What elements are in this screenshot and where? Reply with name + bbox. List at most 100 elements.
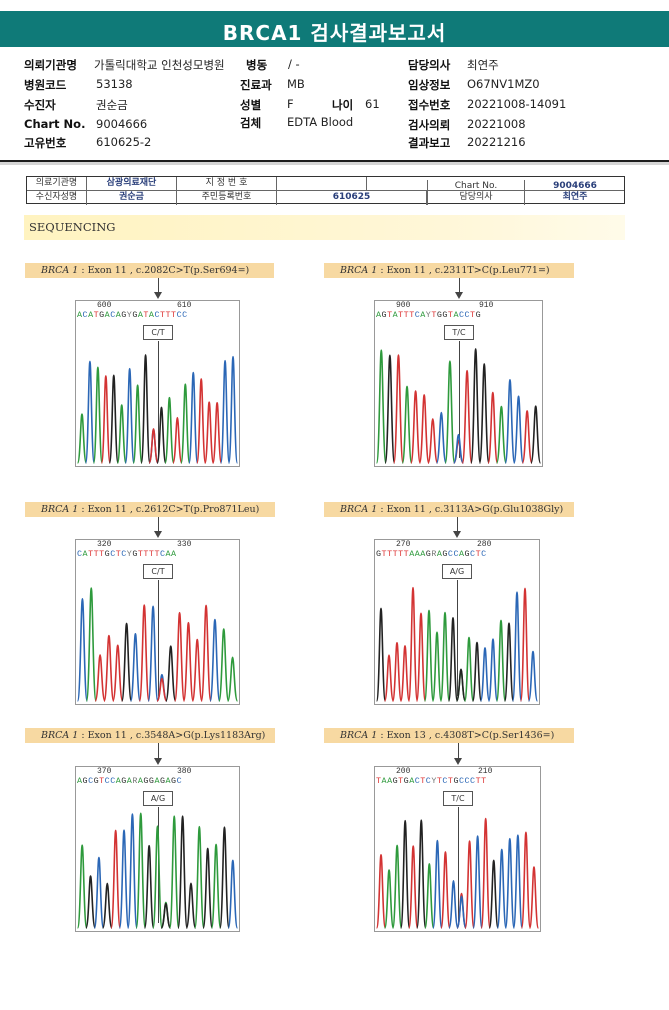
trace-peak <box>423 609 435 702</box>
trace-peak <box>448 880 459 929</box>
trace-peak <box>418 394 430 464</box>
trace-peak <box>464 840 475 929</box>
genotype-box: A/G <box>143 791 173 806</box>
form-doctor-label: 담당의사 <box>427 191 525 205</box>
gene-name: BRCA 1 <box>41 504 82 515</box>
trace-peak <box>219 359 231 464</box>
trace-peak <box>407 586 419 702</box>
position-label: 380 <box>177 767 192 776</box>
report-date-label: 결과보고 <box>408 136 451 150</box>
trace-peak <box>152 825 163 929</box>
trace-peak <box>129 633 142 702</box>
trace-peak <box>120 622 133 702</box>
position-label: 370 <box>97 767 112 776</box>
patient-label: 수진자 <box>24 98 56 112</box>
trace-peak <box>196 378 207 464</box>
trace-peak <box>118 829 130 929</box>
trace-peak <box>408 845 419 929</box>
trace-peak <box>375 854 387 929</box>
trace-peak <box>452 433 465 464</box>
base-calls: ACATGACAGYGATACTTTCC <box>77 310 188 320</box>
trace-peak <box>168 815 180 929</box>
ward-label: 병동 <box>246 58 268 72</box>
info-patient: 수진자 권순금 <box>24 97 204 112</box>
chart-no-label: Chart No. <box>24 117 86 131</box>
trace-peak <box>431 631 443 702</box>
trace-peak <box>432 839 443 929</box>
trace-peak <box>116 404 127 464</box>
gene-name: BRCA 1 <box>340 504 381 515</box>
trace-peak <box>164 396 175 464</box>
variant-description: : Exon 11 , c.2082C>T(p.Ser694=) <box>81 265 250 276</box>
info-ward: 병동 / - <box>246 57 376 72</box>
sequencing-title: SEQUENCING <box>29 220 116 234</box>
form-receiver-label: 수신자성명 <box>27 191 87 205</box>
variant-pointer-line <box>458 743 459 759</box>
trace-peak <box>375 607 387 702</box>
trace-peak <box>85 875 96 929</box>
specimen-value: EDTA Blood <box>287 115 354 129</box>
trace-peak <box>132 384 143 464</box>
trace-peak <box>172 416 183 464</box>
position-label: 270 <box>396 540 411 549</box>
form-inst-label: 의료기관명 <box>27 177 87 191</box>
trace-peak <box>173 611 186 702</box>
age-label: 나이 <box>332 98 354 112</box>
trace-peak <box>383 654 395 702</box>
variant-label: BRCA 1 : Exon 13 , c.4308T>C(p.Ser1436=) <box>324 728 574 743</box>
trace-peak <box>226 656 239 702</box>
base-calls: TAAGTGACTCYTCTGCCCTT <box>376 776 487 786</box>
trace-peak <box>520 831 532 929</box>
chromatogram-trace <box>76 354 239 464</box>
variant-marker-line <box>459 341 460 458</box>
trace-peak <box>427 418 439 464</box>
reception-label: 접수번호 <box>408 98 451 112</box>
trace-peak <box>218 628 230 702</box>
trace-peak <box>93 856 105 929</box>
genotype-box: T/C <box>444 325 474 340</box>
clinical-info-label: 임상정보 <box>408 78 451 92</box>
variant-description: : Exon 11 , c.2612C>T(p.Pro871Leu) <box>81 504 260 515</box>
trace-peak <box>521 410 533 464</box>
variant-description: : Exon 11 , c.2311T>C(p.Leu771=) <box>380 265 550 276</box>
ward-value: / - <box>288 57 300 71</box>
variant-description: : Exon 11 , c.3113A>G(p.Glu1038Gly) <box>380 504 564 515</box>
trace-peak <box>193 825 205 929</box>
genotype-box: C/T <box>143 325 173 340</box>
variant-pointer-arrow <box>154 292 162 299</box>
trace-peak <box>463 636 475 702</box>
trace-peak <box>143 844 155 929</box>
trace-peak <box>495 405 507 464</box>
chromatogram-trace <box>76 812 239 929</box>
trace-peak <box>383 869 395 929</box>
trace-peak <box>124 367 135 464</box>
position-label: 330 <box>177 540 192 549</box>
form-designation-label: 지 정 번 호 <box>177 177 277 191</box>
base-calls: AGTATTTCAYTGGTACCTG <box>376 310 482 320</box>
trace-peak <box>227 859 239 929</box>
trace-peak <box>504 379 516 464</box>
header-divider <box>0 160 669 162</box>
position-label: 320 <box>97 540 112 549</box>
trace-peak <box>488 859 499 929</box>
info-attending: 담당의사 최연주 <box>408 57 608 72</box>
attending-value: 최연주 <box>467 58 499 72</box>
trace-peak <box>416 819 427 929</box>
trace-peak <box>528 866 540 929</box>
form-designation-value <box>277 177 367 191</box>
info-age: 나이 61 <box>332 97 392 112</box>
info-reception: 접수번호 20221008-14091 <box>408 97 608 112</box>
trace-peak <box>191 638 203 702</box>
trace-peak <box>182 621 195 702</box>
trace-peak <box>478 363 490 464</box>
trace-peak <box>470 348 482 464</box>
trace-peak <box>424 863 435 929</box>
trace-peak <box>85 587 97 702</box>
requesting-institution-value: 가톨릭대학교 인천성모병원 <box>94 58 225 72</box>
unique-no-value: 610625-2 <box>96 135 152 149</box>
trace-peak <box>112 644 124 702</box>
form-resident-value: 610625 <box>277 191 427 205</box>
info-report-date: 결과보고 20221216 <box>408 135 608 150</box>
trace-peak <box>210 843 222 929</box>
info-hospital-code: 병원코드 53138 <box>24 77 204 92</box>
